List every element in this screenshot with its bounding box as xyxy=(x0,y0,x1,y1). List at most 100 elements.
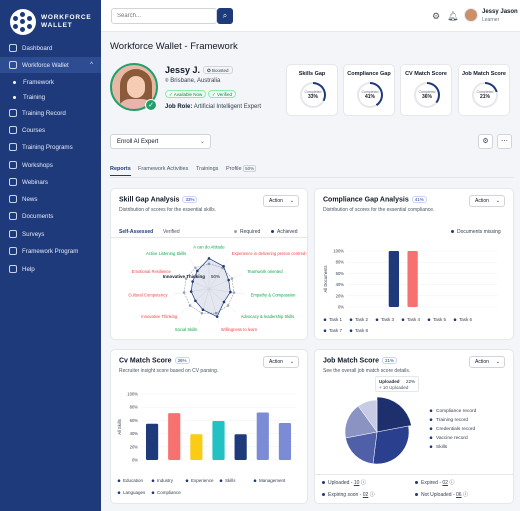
brand-logo[interactable]: WORKFORCE WALLET xyxy=(10,9,96,35)
subtab-verified[interactable]: Verified xyxy=(163,229,180,235)
legend-label: Experience xyxy=(191,478,214,483)
radar-point xyxy=(227,278,230,282)
radar-chart: A can do Attitude Experience in deliverin… xyxy=(128,245,307,332)
action-dropdown[interactable]: Action ⌄ xyxy=(469,195,505,207)
y-axis-label: All Skills xyxy=(117,419,122,435)
profile-photo xyxy=(110,63,158,111)
score-card-skills-gap[interactable]: Skills Gap Completed 33% xyxy=(286,64,338,116)
wallet-icon xyxy=(9,61,17,69)
y-tick-label: 60% xyxy=(336,271,345,276)
tab-trainings[interactable]: Trainings xyxy=(196,166,219,172)
bell-icon[interactable]: 🔔︎ xyxy=(447,11,459,21)
sidebar-item-help[interactable]: Help xyxy=(0,261,101,277)
sidebar-item-documents[interactable]: Documents xyxy=(0,208,101,224)
legend-label: Management xyxy=(259,478,286,483)
legend-label: Industry xyxy=(157,478,174,483)
tab-framework-activities[interactable]: Framework Activities xyxy=(138,166,189,172)
boosted-badge: ✪ Boosted xyxy=(203,66,233,74)
compliance-gap-card: Compliance Gap Analysis 41% Distribution … xyxy=(314,188,514,340)
radar-point xyxy=(194,266,197,270)
tab-reports[interactable]: Reports xyxy=(110,166,131,176)
sidebar-item-training-record[interactable]: Training Record xyxy=(0,105,101,121)
score-card-compliance-gap[interactable]: Compliance Gap Completed 41% xyxy=(343,64,395,116)
cv-match-card: Cv Match Score 36% Recruiter insight scor… xyxy=(110,349,308,504)
radar-axis-label: Empathy & Compassion xyxy=(251,292,297,297)
stat-expiring-soon: Expiring soon - 02 ⓘ xyxy=(322,491,375,498)
sidebar-item-training-programs[interactable]: Training Programs xyxy=(0,139,101,155)
radar-point xyxy=(207,257,211,260)
page-title: Workforce Wallet - Framework xyxy=(110,41,238,52)
sidebar-item-workforce-wallet[interactable]: Workforce Wallet ^ xyxy=(0,57,101,73)
sidebar-item-framework-program[interactable]: Framework Program xyxy=(0,243,101,259)
program-icon xyxy=(9,143,17,151)
radar-series-required xyxy=(183,263,235,314)
sidebar: WORKFORCE WALLET Dashboard Workforce Wal… xyxy=(0,0,101,511)
bullet-icon xyxy=(13,80,16,84)
verified-pill: ✓ Verified xyxy=(208,90,237,98)
radar-axis-label: Social Skills xyxy=(175,327,197,332)
legend-label: Task 2 xyxy=(355,317,369,322)
tab-profile[interactable]: Profile 50% xyxy=(226,165,257,172)
sidebar-item-webinars[interactable]: Webinars xyxy=(0,174,101,190)
pie-tooltip: Uploaded 22% + 10 Uploaded xyxy=(375,376,419,392)
profile-location: ⌾ Brisbane, Australia xyxy=(165,78,221,84)
stat-expired: Expired - 02 ⓘ xyxy=(415,479,454,486)
radar-point xyxy=(196,269,199,273)
compliance-bar-chart: 0% 20% 40% 60% 80% 100% All Documents Task 1 Tas… xyxy=(323,249,497,333)
radar-point xyxy=(191,280,194,283)
workshop-icon xyxy=(9,161,17,169)
chevron-down-icon: ⌄ xyxy=(495,198,500,204)
sidebar-item-workshops[interactable]: Workshops xyxy=(0,157,101,173)
bar xyxy=(234,434,247,460)
settings-button[interactable]: ⚙ xyxy=(478,134,493,149)
score-card-cv-match[interactable]: CV Match Score Completed 36% xyxy=(400,64,452,116)
job-match-card: Job Match Score 21% See the overall job m… xyxy=(314,349,514,504)
card-subtitle: Distribution of scores for the essential… xyxy=(119,207,216,213)
legend-dot xyxy=(375,318,379,321)
sidebar-item-dashboard[interactable]: Dashboard xyxy=(0,40,101,56)
pie-slice xyxy=(345,431,378,465)
radar-point xyxy=(222,300,226,304)
card-subtitle: Recruiter insight score based on CV pars… xyxy=(119,368,219,374)
action-dropdown[interactable]: Action ⌄ xyxy=(263,356,299,368)
search-input[interactable] xyxy=(111,8,217,24)
legend-label: Skills xyxy=(436,444,448,450)
sidebar-item-news[interactable]: News xyxy=(0,191,101,207)
legend-dot xyxy=(453,318,457,321)
stat-uploaded: Uploaded - 10 ⓘ xyxy=(322,479,366,486)
sidebar-item-training[interactable]: Training xyxy=(0,89,101,105)
radar-point xyxy=(182,291,186,294)
action-dropdown[interactable]: Action ⌄ xyxy=(263,195,299,207)
gear-icon[interactable]: ⚙ xyxy=(431,11,441,21)
score-ring: Completed 33% xyxy=(300,82,326,108)
legend-dot xyxy=(117,491,121,494)
radar-point xyxy=(207,262,211,266)
enroll-select[interactable]: Enroll AI Expert ⌄ xyxy=(110,134,211,149)
bar xyxy=(256,412,269,460)
profile-name: Jessy J. xyxy=(165,65,201,75)
more-button[interactable]: ⋯ xyxy=(497,134,512,149)
search-button[interactable]: ⌕ xyxy=(217,8,233,24)
document-icon xyxy=(9,212,17,220)
legend-label: Task 3 xyxy=(381,317,395,322)
radar-center-label: Innovative Thinking xyxy=(163,274,206,279)
book-icon xyxy=(9,126,17,134)
framework-icon xyxy=(9,247,17,255)
logo-mark-icon xyxy=(10,9,36,35)
legend-dot xyxy=(323,318,327,321)
action-dropdown[interactable]: Action ⌄ xyxy=(469,356,505,368)
legend-label: Task 5 xyxy=(433,317,447,322)
score-ring: Completed 36% xyxy=(414,82,440,108)
radar-point xyxy=(201,308,205,312)
avatar[interactable] xyxy=(464,8,478,22)
radar-series-achieved xyxy=(190,257,231,318)
user-name[interactable]: Jessy Jason xyxy=(482,9,518,15)
sidebar-item-framework[interactable]: Framework xyxy=(0,74,101,90)
sidebar-item-courses[interactable]: Courses xyxy=(0,122,101,138)
score-card-job-match[interactable]: Job Match Score Completed 21% xyxy=(458,64,510,116)
legend-dot xyxy=(151,479,155,482)
sidebar-item-surveys[interactable]: Surveys xyxy=(0,226,101,242)
legend-label: Task 1 xyxy=(329,317,343,322)
legend-dot xyxy=(427,318,431,321)
help-icon xyxy=(9,265,17,273)
